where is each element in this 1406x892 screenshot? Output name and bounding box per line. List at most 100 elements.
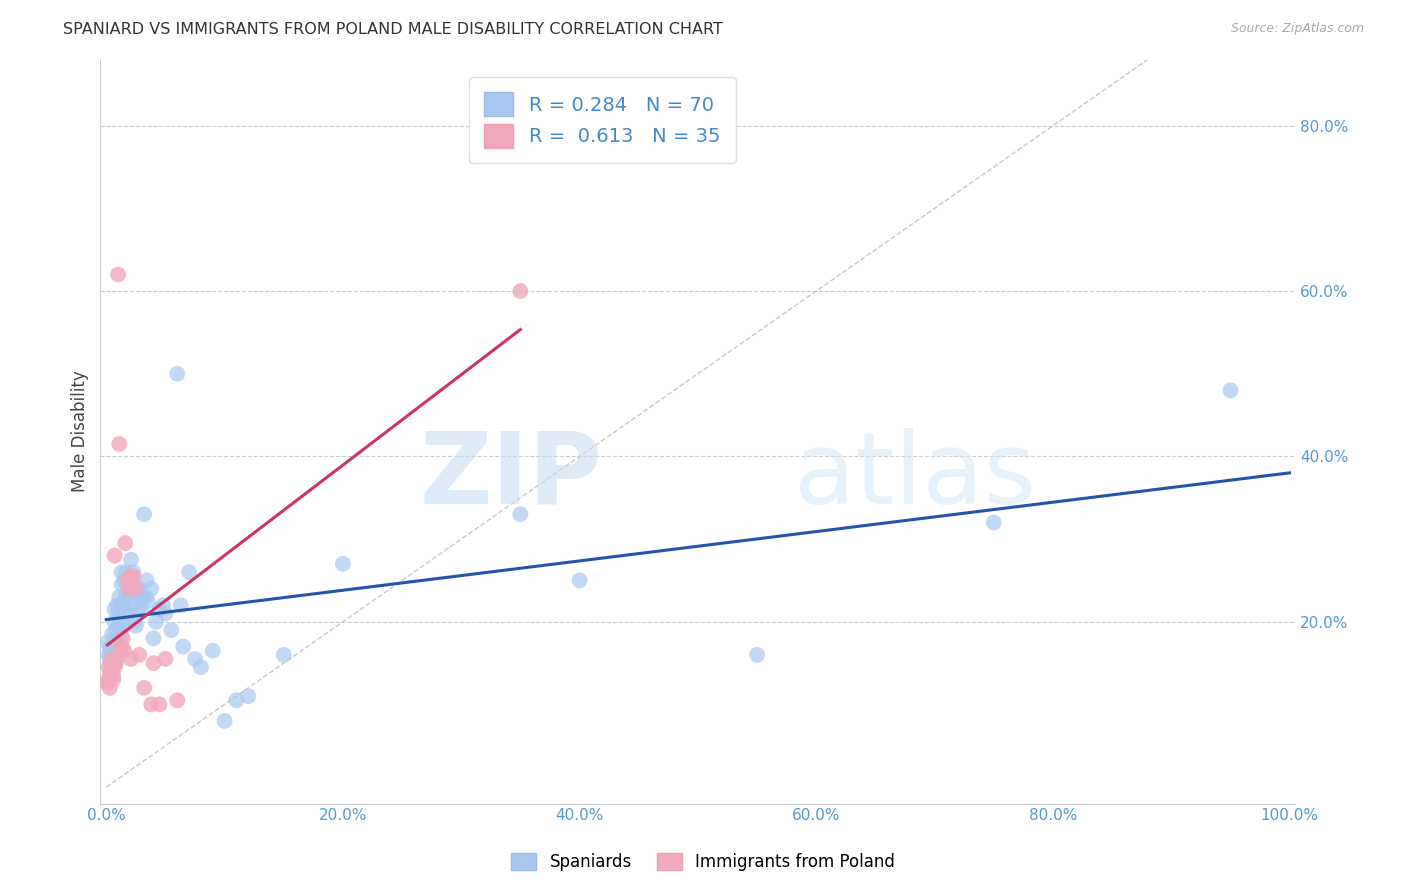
Point — [142, 632, 165, 646]
Point — [332, 557, 354, 571]
Text: ZIP: ZIP — [419, 428, 602, 524]
Point — [148, 698, 170, 712]
Point — [108, 590, 131, 604]
Point — [148, 602, 170, 616]
Point — [125, 586, 148, 600]
Point — [128, 582, 150, 596]
Point — [103, 602, 125, 616]
Point — [568, 574, 591, 588]
Point — [509, 508, 531, 522]
Point — [110, 615, 132, 629]
Point — [98, 643, 121, 657]
Point — [108, 437, 131, 451]
Legend: R = 0.284   N = 70, R =  0.613   N = 35: R = 0.284 N = 70, R = 0.613 N = 35 — [468, 77, 735, 163]
Point — [155, 607, 177, 621]
Point — [104, 623, 127, 637]
Point — [132, 590, 155, 604]
Point — [112, 643, 135, 657]
Point — [120, 652, 142, 666]
Point — [105, 598, 128, 612]
Point — [111, 598, 134, 612]
Point — [112, 574, 135, 588]
Point — [104, 656, 127, 670]
Point — [100, 640, 122, 654]
Point — [118, 582, 141, 596]
Point — [101, 652, 124, 666]
Point — [98, 681, 121, 695]
Text: atlas: atlas — [793, 428, 1035, 524]
Point — [120, 553, 142, 567]
Point — [172, 640, 194, 654]
Point — [111, 632, 134, 646]
Point — [105, 635, 128, 649]
Point — [115, 565, 138, 579]
Point — [238, 689, 260, 703]
Point — [141, 582, 163, 596]
Point — [111, 577, 134, 591]
Point — [184, 652, 207, 666]
Point — [112, 619, 135, 633]
Point — [120, 577, 142, 591]
Point — [166, 693, 188, 707]
Point — [97, 673, 120, 687]
Point — [114, 602, 136, 616]
Point — [983, 516, 1005, 530]
Point — [97, 660, 120, 674]
Point — [509, 284, 531, 298]
Point — [98, 668, 121, 682]
Point — [1219, 384, 1241, 398]
Point — [201, 643, 224, 657]
Point — [117, 582, 139, 596]
Point — [103, 668, 125, 682]
Text: Source: ZipAtlas.com: Source: ZipAtlas.com — [1230, 22, 1364, 36]
Point — [96, 635, 118, 649]
Point — [110, 643, 132, 657]
Point — [214, 714, 236, 728]
Point — [101, 660, 124, 674]
Point — [152, 598, 174, 612]
Point — [107, 643, 129, 657]
Point — [103, 673, 125, 687]
Point — [101, 627, 124, 641]
Point — [118, 569, 141, 583]
Point — [110, 627, 132, 641]
Point — [134, 508, 156, 522]
Point — [114, 590, 136, 604]
Point — [166, 367, 188, 381]
Point — [107, 268, 129, 282]
Point — [145, 615, 167, 629]
Point — [97, 648, 120, 662]
Point — [107, 607, 129, 621]
Point — [100, 665, 122, 679]
Point — [103, 549, 125, 563]
Point — [131, 602, 153, 616]
Point — [125, 582, 148, 596]
Point — [142, 656, 165, 670]
Point — [117, 574, 139, 588]
Point — [135, 574, 157, 588]
Point — [155, 652, 177, 666]
Point — [225, 693, 247, 707]
Point — [118, 590, 141, 604]
Point — [108, 619, 131, 633]
Point — [121, 598, 143, 612]
Point — [101, 665, 124, 679]
Point — [117, 607, 139, 621]
Point — [141, 698, 163, 712]
Point — [103, 615, 125, 629]
Point — [124, 615, 146, 629]
Point — [114, 536, 136, 550]
Point — [190, 660, 212, 674]
Point — [122, 569, 145, 583]
Point — [105, 652, 128, 666]
Point — [111, 640, 134, 654]
Point — [177, 565, 200, 579]
Point — [170, 598, 193, 612]
Point — [128, 648, 150, 662]
Point — [104, 632, 127, 646]
Text: SPANIARD VS IMMIGRANTS FROM POLAND MALE DISABILITY CORRELATION CHART: SPANIARD VS IMMIGRANTS FROM POLAND MALE … — [63, 22, 723, 37]
Point — [745, 648, 768, 662]
Point — [127, 602, 149, 616]
Point — [136, 594, 159, 608]
Point — [111, 565, 134, 579]
